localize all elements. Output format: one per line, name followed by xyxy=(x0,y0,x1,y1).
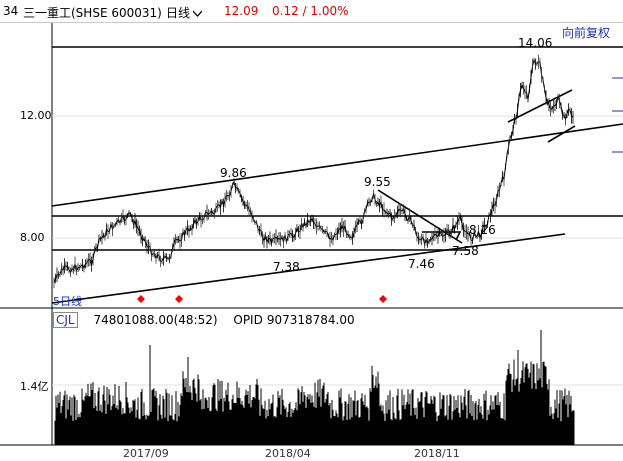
chevron-down-icon[interactable] xyxy=(192,6,203,20)
candlesticks xyxy=(53,54,574,289)
volume-header: CJL 74801088.00(48:52) OPID 907318784.00 xyxy=(53,312,367,328)
y-axis-label-8: 8.00 xyxy=(20,231,45,244)
chart-header: 34 三一重工(SHSE 600031) 日线 12.09 0.12 / 1.0… xyxy=(0,0,623,23)
signal-markers xyxy=(137,295,387,303)
period-selector[interactable]: 日线 xyxy=(166,6,191,20)
trend-lines xyxy=(51,46,623,304)
diamond-marker-icon xyxy=(175,295,183,303)
opid-label: OPID xyxy=(233,313,263,327)
diamond-marker-icon xyxy=(137,295,145,303)
volume-y-axis-label: 1.4亿 xyxy=(20,380,49,393)
x-axis-label-2017-09: 2017/09 xyxy=(123,447,169,460)
price-change: 0.12 / 1.00% xyxy=(272,4,349,18)
annotation-7-58: 7.58 xyxy=(452,244,479,258)
volume-bars xyxy=(54,330,575,445)
ma-period-label: 5日线 xyxy=(53,295,82,308)
last-price: 12.09 xyxy=(224,4,259,18)
annotation-high: 14.06 xyxy=(518,36,552,50)
y-axis-label-12: 12.00 xyxy=(20,109,52,122)
volume-value: 74801088.00(48:52) xyxy=(93,313,218,327)
stock-title: 三一重工(SHSE 600031) xyxy=(23,6,162,20)
annotation-7-38: 7.38 xyxy=(273,260,300,274)
x-axis-label-2018-11: 2018/11 xyxy=(414,447,460,460)
diamond-marker-icon xyxy=(379,295,387,303)
indicator-selector[interactable]: CJL xyxy=(53,312,78,328)
annotation-9-55: 9.55 xyxy=(364,175,391,189)
opid-value: 907318784.00 xyxy=(266,313,355,327)
annotation-9-86: 9.86 xyxy=(220,166,247,180)
annotation-7-46: 7.46 xyxy=(408,257,435,271)
stock-code-prefix: 34 xyxy=(3,4,19,18)
annotation-8-26: 8.26 xyxy=(469,223,496,237)
adjust-mode-button[interactable]: 向前复权 xyxy=(562,26,611,40)
x-axis-label-2018-04: 2018/04 xyxy=(265,447,311,460)
